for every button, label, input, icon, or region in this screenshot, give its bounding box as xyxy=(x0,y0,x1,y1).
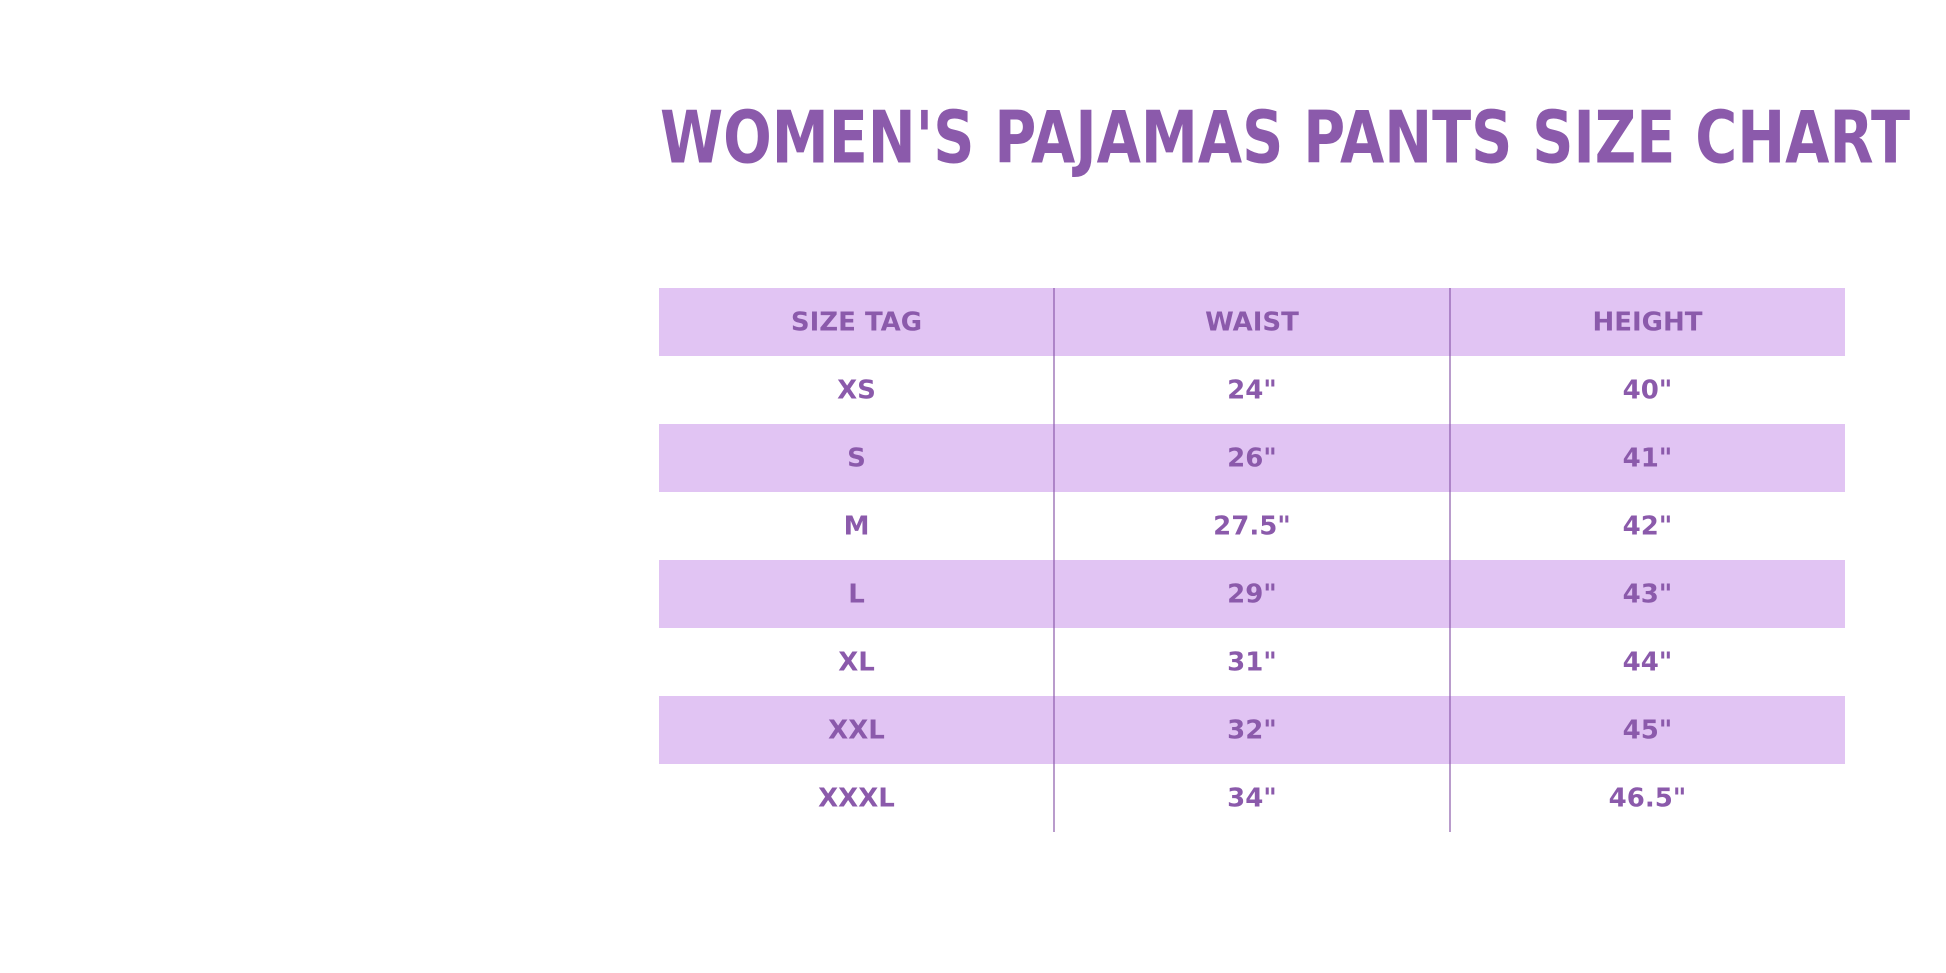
table-cell: 27.5" xyxy=(1213,512,1291,542)
table-cell: 41" xyxy=(1623,444,1673,474)
row-band xyxy=(659,696,1845,764)
table-cell: XXL xyxy=(828,716,885,746)
table-cell: 24" xyxy=(1227,376,1277,406)
table-cell: 32" xyxy=(1227,716,1277,746)
header-cell: HEIGHT xyxy=(1592,308,1702,338)
size-table: SIZE TAG WAIST HEIGHT XS 24" 40" S 26" 41" M 27.5"… xyxy=(659,288,1845,832)
table-cell: 40" xyxy=(1623,376,1673,406)
row-band xyxy=(659,288,1845,356)
table-cell: M xyxy=(844,512,870,542)
table-cell: L xyxy=(848,580,865,610)
table-cell: 26" xyxy=(1227,444,1277,474)
header-cell: SIZE TAG xyxy=(791,308,922,338)
table-cell: S xyxy=(847,444,866,474)
row-band xyxy=(659,560,1845,628)
table-cell: 31" xyxy=(1227,648,1277,678)
table-cell: XS xyxy=(837,376,876,406)
table-cell: XL xyxy=(838,648,875,678)
table-cell: 42" xyxy=(1623,512,1673,542)
header-cell: WAIST xyxy=(1205,308,1299,338)
table-cell: 29" xyxy=(1227,580,1277,610)
table-cell: 44" xyxy=(1623,648,1673,678)
table-cell: 43" xyxy=(1623,580,1673,610)
table-cell: 45" xyxy=(1623,716,1673,746)
table-cell: 46.5" xyxy=(1609,784,1687,814)
title: WOMEN'S PAJAMAS PANTS SIZE CHART xyxy=(660,96,1910,180)
row-band xyxy=(659,424,1845,492)
table-cell: 34" xyxy=(1227,784,1277,814)
table-cell: XXXL xyxy=(818,784,895,814)
